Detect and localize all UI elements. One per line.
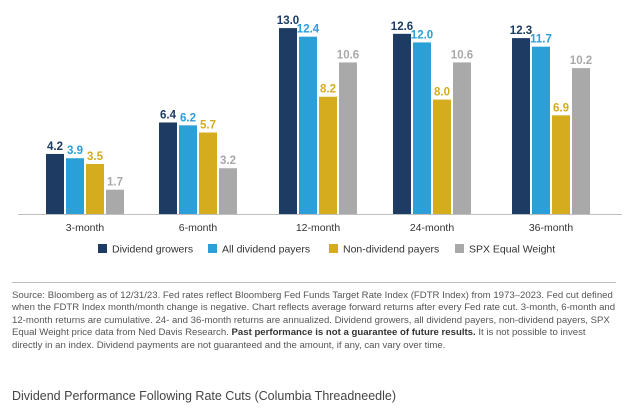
- bar-spx-equal-weight-6-month: [219, 168, 237, 214]
- source-footnote: Source: Bloomberg as of 12/31/23. Fed ra…: [12, 282, 616, 352]
- bar-all-dividend-payers-3-month: [66, 158, 84, 214]
- data-label-all-dividend-payers-36-month: 11.7: [530, 34, 552, 46]
- footnote-text: Source: Bloomberg as of 12/31/23. Fed ra…: [12, 290, 616, 339]
- legend-swatch-spx-equal-weight: [455, 244, 464, 253]
- bar-non-dividend-payers-12-month: [319, 96, 337, 214]
- legend-swatch-all-dividend-payers: [208, 244, 217, 253]
- data-label-all-dividend-payers-6-month: 6.2: [180, 112, 196, 124]
- data-label-dividend-growers-3-month: 4.2: [47, 141, 63, 153]
- data-label-non-dividend-payers-12-month: 8.2: [320, 84, 336, 96]
- figure-caption: Dividend Performance Following Rate Cuts…: [12, 389, 396, 403]
- bar-all-dividend-payers-24-month: [413, 42, 431, 215]
- data-label-spx-equal-weight-12-month: 10.6: [337, 49, 359, 61]
- data-label-non-dividend-payers-3-month: 3.5: [87, 151, 104, 163]
- legend-label-spx-equal-weight: SPX Equal Weight: [469, 244, 555, 256]
- x-tick-label-36-month: 36-month: [529, 222, 574, 234]
- x-tick-label-12-month: 12-month: [296, 222, 341, 234]
- x-tick-label-3-month: 3-month: [66, 222, 105, 234]
- bar-non-dividend-payers-3-month: [86, 163, 104, 214]
- data-label-non-dividend-payers-36-month: 6.9: [553, 102, 569, 114]
- data-label-non-dividend-payers-6-month: 5.7: [200, 119, 216, 131]
- bar-dividend-growers-12-month: [279, 28, 297, 214]
- data-label-spx-equal-weight-36-month: 10.2: [570, 55, 592, 67]
- data-label-spx-equal-weight-24-month: 10.6: [451, 49, 473, 61]
- bar-all-dividend-payers-36-month: [532, 46, 550, 214]
- bar-spx-equal-weight-3-month: [106, 189, 124, 214]
- bar-spx-equal-weight-12-month: [339, 62, 357, 214]
- data-label-all-dividend-payers-12-month: 12.4: [297, 24, 320, 36]
- footnote-disclaimer-bold: Past performance is not a guarantee of f…: [231, 327, 476, 339]
- data-label-dividend-growers-12-month: 13.0: [277, 15, 299, 27]
- data-label-all-dividend-payers-24-month: 12.0: [411, 29, 433, 41]
- bar-dividend-growers-36-month: [512, 38, 530, 214]
- bar-all-dividend-payers-12-month: [299, 36, 317, 215]
- bar-spx-equal-weight-24-month: [453, 62, 471, 214]
- bar-all-dividend-payers-6-month: [179, 125, 197, 214]
- data-label-dividend-growers-24-month: 12.6: [391, 21, 413, 33]
- footnote-text-end: It is not possible to invest directly in…: [12, 327, 586, 351]
- data-label-dividend-growers-36-month: 12.3: [510, 25, 532, 37]
- legend-swatch-non-dividend-payers: [329, 244, 338, 253]
- legend-label-non-dividend-payers: Non-dividend payers: [343, 244, 439, 256]
- data-label-spx-equal-weight-6-month: 3.2: [220, 155, 236, 167]
- x-tick-label-24-month: 24-month: [410, 222, 455, 234]
- data-label-all-dividend-payers-3-month: 3.9: [67, 145, 83, 157]
- bar-non-dividend-payers-6-month: [199, 132, 217, 214]
- bar-spx-equal-weight-36-month: [572, 68, 590, 214]
- bar-non-dividend-payers-24-month: [433, 99, 451, 214]
- legend-swatch-dividend-growers: [98, 244, 107, 253]
- bar-dividend-growers-6-month: [159, 122, 177, 214]
- legend-label-all-dividend-payers: All dividend payers: [222, 244, 310, 256]
- bar-dividend-growers-3-month: [46, 153, 64, 214]
- x-tick-label-6-month: 6-month: [179, 222, 218, 234]
- bar-non-dividend-payers-36-month: [552, 115, 570, 214]
- bar-dividend-growers-24-month: [393, 33, 411, 214]
- legend-label-dividend-growers: Dividend growers: [112, 244, 193, 256]
- data-label-spx-equal-weight-3-month: 1.7: [107, 177, 123, 189]
- data-label-non-dividend-payers-24-month: 8.0: [434, 87, 450, 99]
- data-label-dividend-growers-6-month: 6.4: [160, 109, 177, 121]
- chart-area: 4.2 3.9 3.5 1.7 3-month 6.4 6.2 5.7 3.2 6-month 13…: [18, 15, 622, 256]
- bar-chart: 4.2 3.9 3.5 1.7 3-month 6.4 6.2 5.7 3.2 6-month 13…: [18, 15, 622, 256]
